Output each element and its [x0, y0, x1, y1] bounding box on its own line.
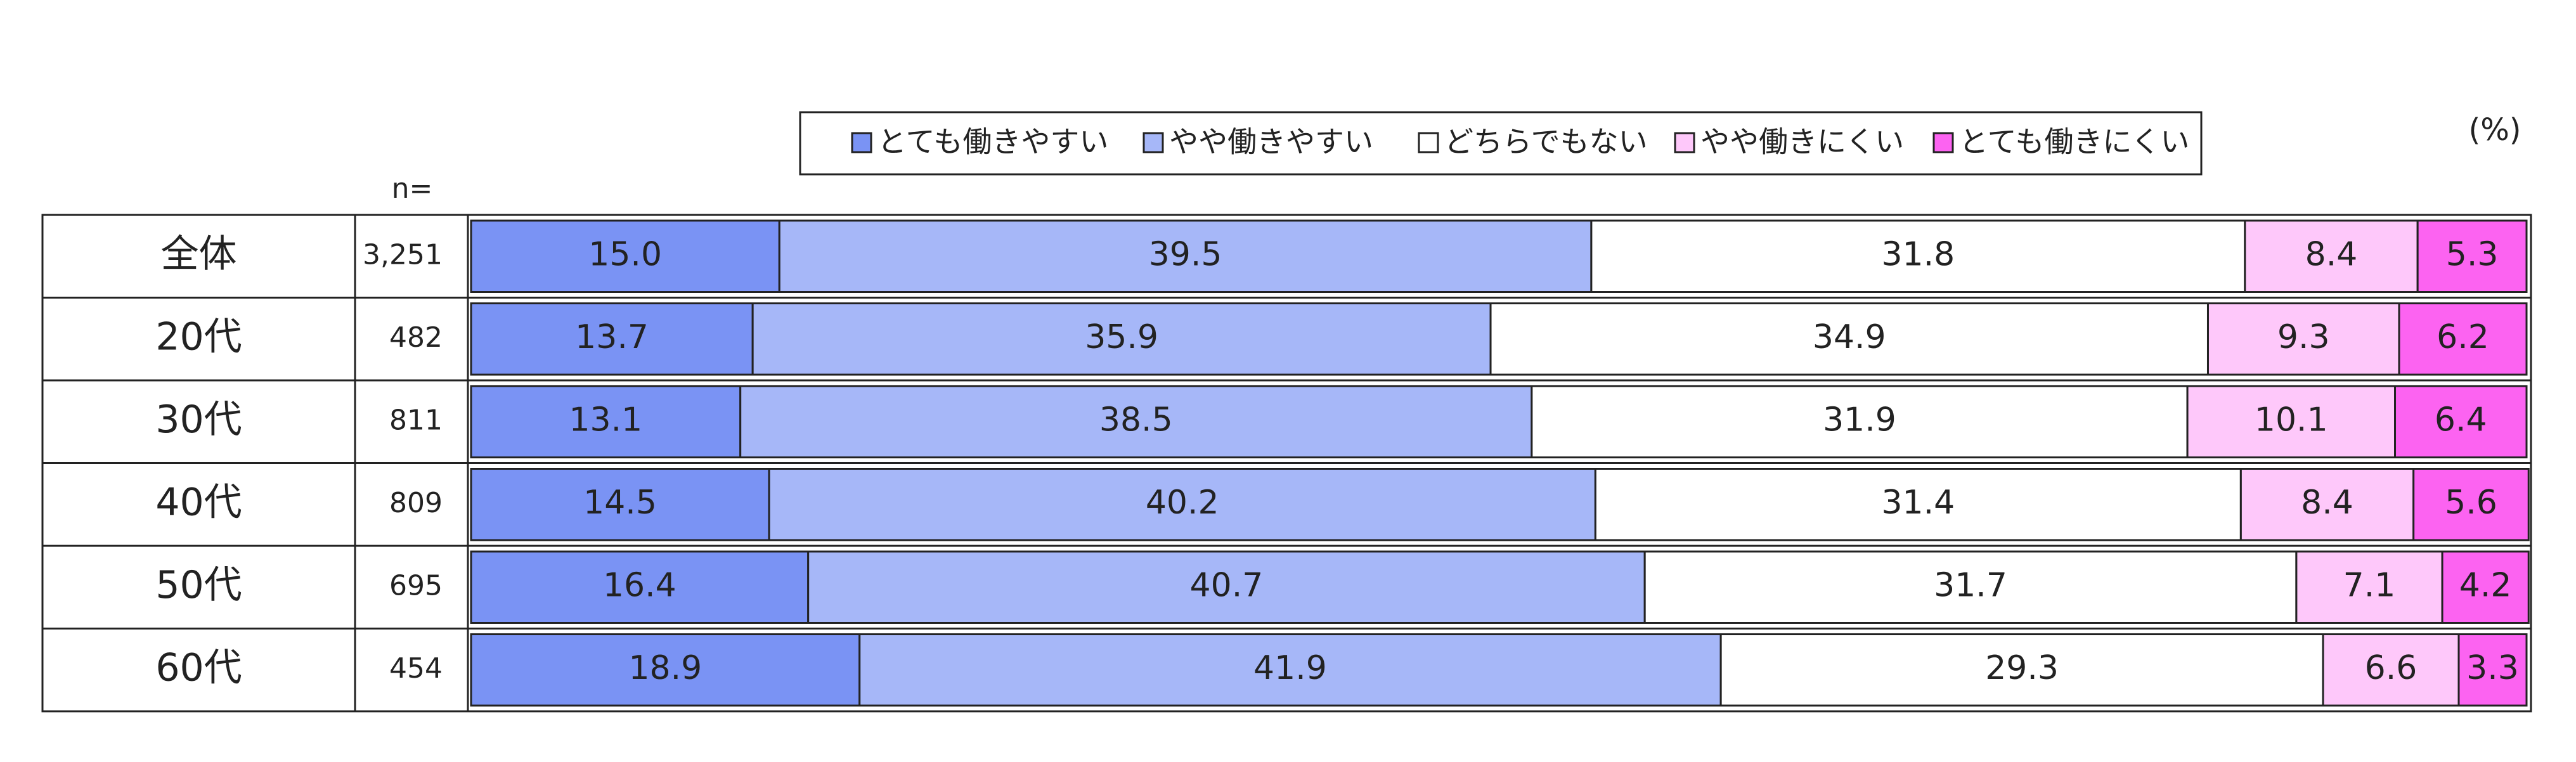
legend-swatch [1674, 132, 1695, 153]
legend-label: とても働きやすい [877, 125, 1108, 159]
row-label: 40代 [155, 480, 242, 524]
value-label: 6.6 [2365, 649, 2417, 687]
value-label: 31.7 [1934, 566, 2007, 604]
value-label: 5.3 [2446, 235, 2499, 273]
bar-segment [768, 468, 1596, 541]
n-header: n= [392, 172, 433, 205]
bar-segment [2322, 633, 2460, 707]
legend-swatch [851, 132, 872, 153]
value-label: 6.4 [2435, 401, 2487, 439]
row-label: 60代 [155, 645, 242, 690]
value-label: 18.9 [628, 649, 702, 687]
value-label: 40.7 [1190, 566, 1264, 604]
bar-segment [2457, 633, 2528, 707]
n-value: 809 [389, 487, 443, 519]
value-label: 4.2 [2459, 566, 2512, 604]
value-label: 31.8 [1881, 235, 1955, 273]
row-label: 30代 [155, 397, 242, 442]
row-label: 50代 [155, 563, 242, 607]
legend-label: やや働きにくい [1700, 125, 1904, 159]
value-label: 14.5 [583, 484, 657, 522]
value-label: 38.5 [1099, 401, 1173, 439]
value-label: 6.2 [2437, 318, 2489, 356]
value-label: 40.2 [1146, 484, 1219, 522]
value-label: 10.1 [2255, 401, 2328, 439]
bar-segment [1531, 385, 2189, 458]
value-label: 39.5 [1149, 235, 1222, 273]
bar-segment [1594, 468, 2242, 541]
value-label: 31.4 [1881, 484, 1955, 522]
bar-segment [470, 385, 742, 458]
unit-label: (%) [2468, 112, 2521, 148]
n-value: 3,251 [363, 238, 443, 271]
value-label: 15.0 [588, 235, 662, 273]
bar-segment [470, 633, 861, 707]
value-label: 31.9 [1823, 401, 1896, 439]
bar-segment [470, 468, 770, 541]
bar-segment [2412, 468, 2530, 541]
bar-segment [739, 385, 1533, 458]
value-label: 5.6 [2445, 484, 2497, 522]
value-label: 9.3 [2277, 318, 2330, 356]
legend-label: やや働きやすい [1169, 125, 1373, 159]
legend-box [799, 111, 2203, 176]
bar-segment [858, 633, 1722, 707]
bar-segment [2398, 302, 2528, 376]
n-value: 454 [389, 652, 443, 685]
bar-segment [1590, 219, 2246, 293]
n-value: 695 [389, 569, 443, 602]
value-label: 34.9 [1813, 318, 1886, 356]
value-label: 35.9 [1085, 318, 1158, 356]
bar-segment [2295, 550, 2443, 624]
row-label: 20代 [155, 314, 242, 359]
n-value: 811 [389, 404, 443, 436]
bar-segment [1719, 633, 2324, 707]
legend-swatch [1142, 132, 1164, 153]
bar-segment [807, 550, 1646, 624]
n-value: 482 [389, 321, 443, 354]
bar-segment [2186, 385, 2397, 458]
value-label: 13.1 [569, 401, 642, 439]
bar-segment [2416, 219, 2528, 293]
bar-segment [2239, 468, 2415, 541]
bar-segment [470, 550, 810, 624]
bar-segment [470, 302, 754, 376]
value-label: 8.4 [2305, 235, 2358, 273]
legend-label: どちらでもない [1444, 125, 1648, 159]
value-label: 8.4 [2301, 484, 2353, 522]
bar-segment [2441, 550, 2530, 624]
legend-swatch [1932, 132, 1954, 153]
bar-segment [1489, 302, 2209, 376]
bar-cell [467, 628, 2532, 713]
row-label: 全体 [161, 232, 237, 276]
legend-swatch [1418, 132, 1439, 153]
bar-segment [2394, 385, 2528, 458]
value-label: 41.9 [1253, 649, 1327, 687]
value-label: 13.7 [575, 318, 649, 356]
value-label: 29.3 [1985, 649, 2059, 687]
value-label: 7.1 [2343, 566, 2396, 604]
value-label: 16.4 [603, 566, 676, 604]
bar-segment [470, 219, 780, 293]
value-label: 3.3 [2466, 649, 2519, 687]
bar-segment [751, 302, 1492, 376]
legend-label: とても働きにくい [1959, 125, 2189, 159]
bar-segment [2244, 219, 2419, 293]
bar-segment [778, 219, 1593, 293]
